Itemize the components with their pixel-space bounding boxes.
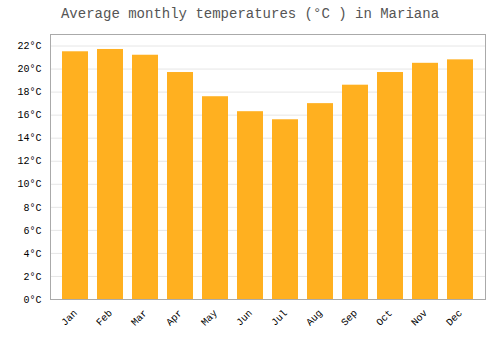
svg-text:Jan: Jan [59, 308, 80, 329]
svg-text:18°C: 18°C [17, 87, 41, 98]
svg-text:May: May [199, 308, 220, 329]
svg-text:Mar: Mar [129, 308, 150, 329]
svg-text:10°C: 10°C [17, 179, 41, 190]
svg-text:2°C: 2°C [23, 272, 41, 283]
svg-text:Nov: Nov [409, 308, 430, 329]
svg-text:8°C: 8°C [23, 203, 41, 214]
svg-text:Sep: Sep [339, 308, 360, 329]
svg-text:4°C: 4°C [23, 249, 41, 260]
svg-text:12°C: 12°C [17, 156, 41, 167]
svg-text:14°C: 14°C [17, 133, 41, 144]
svg-text:Jun: Jun [234, 308, 255, 329]
svg-text:Jul: Jul [269, 308, 290, 329]
html-text:Average monthly temperatures (: Average monthly temperatures (°C ) in Ma… [61, 6, 439, 22]
svg-text:16°C: 16°C [17, 110, 41, 121]
svg-text:Dec: Dec [444, 308, 465, 329]
svg-text:0°C: 0°C [23, 295, 41, 306]
svg-text:6°C: 6°C [23, 226, 41, 237]
svg-text:20°C: 20°C [17, 64, 41, 75]
svg-text:Oct: Oct [374, 308, 395, 329]
svg-text:Feb: Feb [94, 308, 115, 329]
svg-text:Apr: Apr [164, 308, 185, 329]
svg-text:22°C: 22°C [17, 41, 41, 52]
svg-text:Aug: Aug [304, 308, 325, 329]
